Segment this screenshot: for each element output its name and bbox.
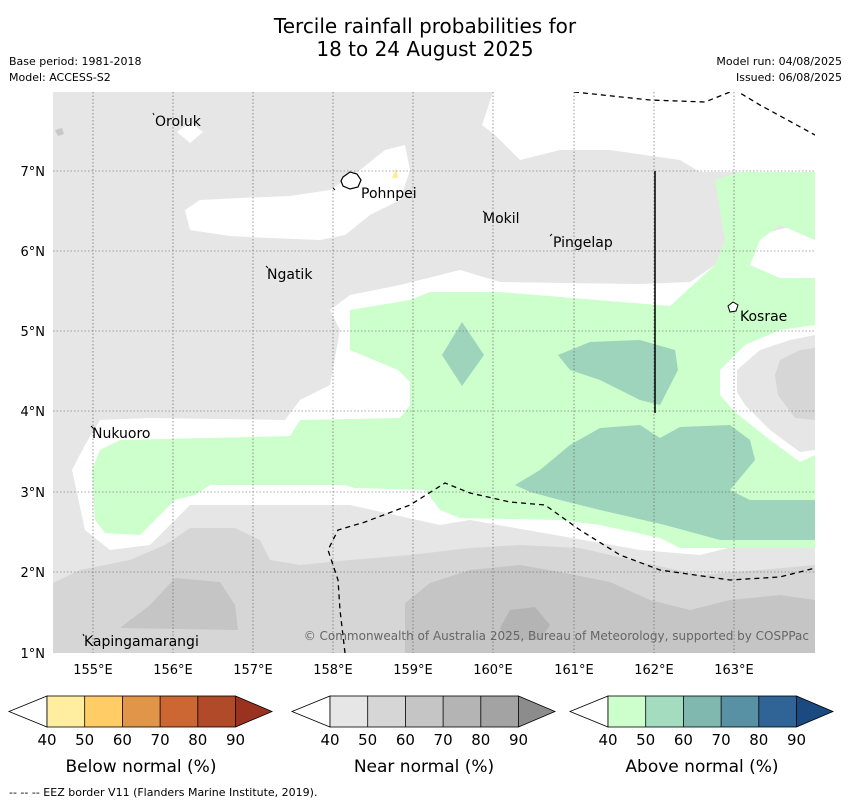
lon-label: 163°E: [714, 663, 754, 678]
legend-above-swatch-low: [568, 695, 609, 728]
legend-above-swatch: [645, 696, 684, 727]
below-normal-40-fleck: [392, 168, 398, 178]
map-title-line1: Tercile rainfall probabilities for: [273, 14, 577, 38]
above-normal-50-region-south: [515, 425, 815, 540]
legend-near-swatch: [443, 696, 481, 727]
issued-label: Issued: 06/08/2025: [735, 71, 842, 84]
near-normal-50-region-east: [775, 348, 815, 420]
legend-below-tick: 50: [75, 731, 94, 749]
legend-above-tick: 40: [598, 731, 617, 749]
lat-label: 5°N: [21, 325, 46, 340]
legend-below-tick: 70: [151, 731, 170, 749]
neutral-region-pohnpei: [185, 145, 410, 240]
legend-above-tick: 50: [636, 731, 655, 749]
legend-above-tick: 70: [712, 731, 731, 749]
place-label-mokil: Mokil: [483, 211, 520, 227]
legend-above-tick: 60: [674, 731, 693, 749]
lat-label: 7°N: [21, 165, 46, 180]
lon-label: 162°E: [634, 663, 674, 678]
lat-label: 2°N: [21, 566, 46, 581]
lat-label: 1°N: [21, 647, 46, 662]
longitude-labels: 155°E 156°E 157°E 158°E 159°E 160°E 161°…: [73, 663, 754, 678]
legend-below-swatch-low: [7, 695, 48, 728]
latitude-labels: 7°N 6°N 5°N 4°N 3°N 2°N 1°N: [21, 165, 46, 662]
copyright-notice: © Commonwealth of Australia 2025, Bureau…: [304, 629, 809, 643]
legend-near-swatch-high: [518, 696, 555, 727]
lon-label: 155°E: [73, 663, 113, 678]
place-label-ngatik: Ngatik: [267, 267, 313, 283]
legend-near-swatch: [330, 696, 368, 727]
lon-label: 156°E: [153, 663, 193, 678]
map-title-line2: 18 to 24 August 2025: [316, 37, 534, 61]
legend-near-tick: 90: [509, 731, 528, 749]
legend-near-swatch: [480, 696, 519, 727]
neutral-region-top-left: [177, 122, 203, 143]
place-label-pingelap: Pingelap: [553, 235, 613, 251]
legend-area: 40 50 60 70 80 90 Below normal (%) 40 50…: [7, 695, 835, 777]
lon-label: 161°E: [554, 663, 594, 678]
legend-below-swatch: [47, 696, 85, 727]
pohnpei-island: [340, 171, 362, 190]
place-label-pohnpei: Pohnpei: [361, 186, 417, 202]
lon-label: 159°E: [393, 663, 433, 678]
model-label: Model: ACCESS-S2: [9, 71, 111, 84]
legend-near-tick: 60: [396, 731, 415, 749]
legend-below-swatch: [122, 696, 161, 727]
legend-above-tick: 90: [787, 731, 806, 749]
place-label-nukuoro: Nukuoro: [92, 426, 150, 442]
map-field: Oroluk Pohnpei Mokil Pingelap Ngatik Kos…: [53, 92, 815, 653]
small-feature: [55, 128, 64, 136]
legend-near-normal: 40 50 60 70 80 90 Near normal (%): [290, 695, 557, 777]
legend-above-title: Above normal (%): [625, 757, 778, 777]
kosrae-island: [727, 301, 739, 313]
graticule: [53, 92, 815, 653]
base-period-label: Base period: 1981-2018: [9, 55, 142, 68]
legend-below-tick: 60: [113, 731, 132, 749]
legend-above-swatch: [608, 696, 646, 727]
near-normal-70-region-south: [500, 607, 550, 640]
legend-above-swatch-high: [796, 696, 833, 727]
legend-above-swatch: [721, 696, 759, 727]
legend-below-tick: 90: [226, 731, 245, 749]
lon-label: 158°E: [313, 663, 353, 678]
legend-below-title: Below normal (%): [66, 757, 217, 777]
legend-near-tick: 40: [320, 731, 339, 749]
place-labels: Oroluk Pohnpei Mokil Pingelap Ngatik Kos…: [84, 114, 787, 650]
eez-borders: [327, 92, 815, 653]
lon-label: 157°E: [233, 663, 273, 678]
legend-above-tick: 80: [749, 731, 768, 749]
place-label-kapingamarangi: Kapingamarangi: [84, 634, 199, 650]
near-normal-60-region-southwest: [120, 578, 238, 630]
legend-below-tick: 80: [188, 731, 207, 749]
above-normal-50-region-east: [558, 340, 678, 405]
place-label-oroluk: Oroluk: [155, 114, 202, 130]
legend-below-swatch: [160, 696, 198, 727]
legend-below-swatch: [197, 696, 236, 727]
lon-label: 160°E: [473, 663, 513, 678]
lat-label: 3°N: [21, 486, 46, 501]
legend-above-swatch: [758, 696, 797, 727]
lat-label: 6°N: [21, 245, 46, 260]
legend-near-swatch: [367, 696, 406, 727]
legend-below-swatch: [84, 696, 123, 727]
legend-near-tick: 80: [471, 731, 490, 749]
legend-below-normal: 40 50 60 70 80 90 Below normal (%): [7, 695, 274, 777]
atoll-marks: [82, 112, 553, 637]
legend-near-title: Near normal (%): [354, 757, 494, 777]
place-label-kosrae: Kosrae: [740, 309, 787, 325]
legend-above-swatch: [683, 696, 722, 727]
legend-above-normal: 40 50 60 70 80 90 Above normal (%): [568, 695, 835, 777]
model-run-label: Model run: 04/08/2025: [716, 55, 842, 68]
neutral-region-north: [482, 92, 815, 172]
legend-near-swatch-low: [290, 695, 331, 728]
legend-near-tick: 50: [358, 731, 377, 749]
above-normal-50-region-west: [442, 322, 484, 386]
legend-near-swatch: [405, 696, 444, 727]
legend-below-tick: 40: [37, 731, 56, 749]
eez-footnote: -- -- -- EEZ border V11 (Flanders Marine…: [9, 786, 318, 799]
lat-label: 4°N: [21, 405, 46, 420]
legend-near-tick: 70: [434, 731, 453, 749]
legend-below-swatch-high: [235, 696, 272, 727]
